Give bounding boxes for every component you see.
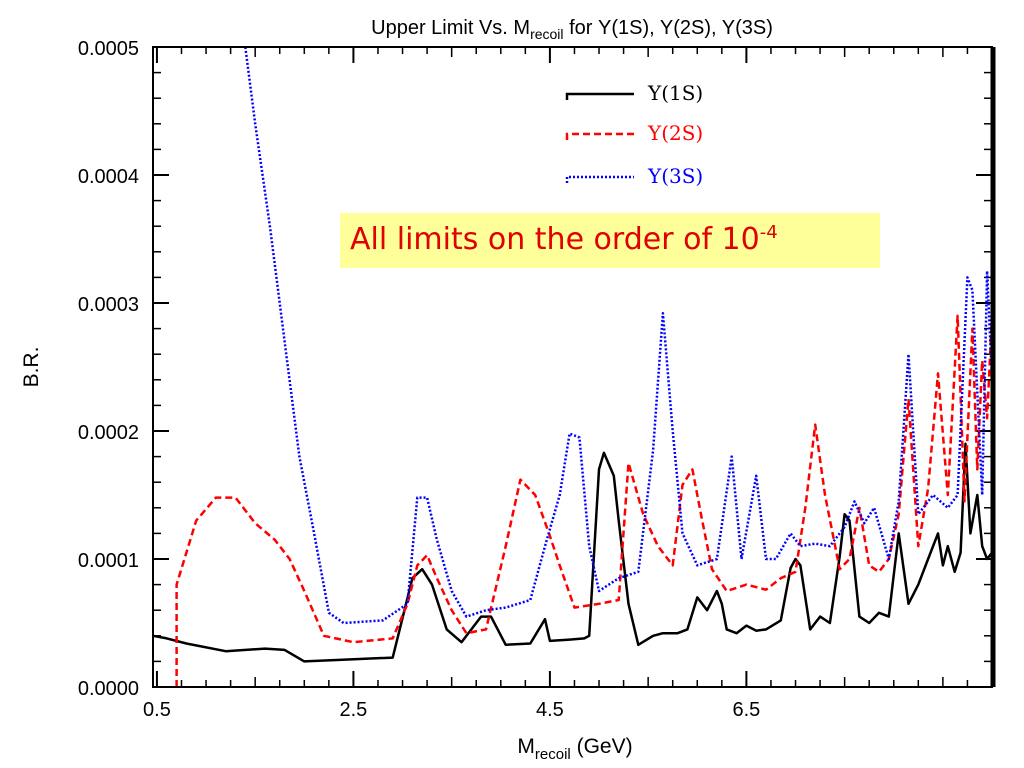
series-lines: [152, 46, 994, 687]
y-tick-label: 0.0002: [78, 422, 139, 444]
legend-label-2s: Υ(2S): [647, 121, 703, 145]
legend-item-3s: Υ(3S): [565, 164, 703, 188]
x-tick-label: 6.5: [732, 699, 760, 721]
x-axis-label-main: M: [517, 735, 535, 758]
series-line-3: [244, 46, 994, 625]
legend: Υ(1S) Υ(2S) Υ(3S): [565, 81, 703, 188]
x-tick-label: 2.5: [340, 699, 368, 721]
legend-swatch-1s: [565, 92, 634, 100]
chart-title: Upper Limit Vs. Mrecoil for Υ(1S), Υ(2S)…: [371, 17, 773, 42]
x-tick-label: 0.5: [143, 699, 171, 721]
legend-label-3s: Υ(3S): [647, 164, 703, 188]
legend-item-2s: Υ(2S): [565, 121, 703, 145]
series-line-1: [152, 442, 993, 663]
annotation-superscript: -4: [759, 222, 778, 243]
y-tick-label: 0.0005: [78, 38, 139, 60]
x-tick-label: 4.5: [536, 699, 564, 721]
annotation-box: [340, 213, 880, 268]
legend-swatch-2s: [565, 132, 634, 140]
legend-swatch-3s: [565, 175, 634, 183]
series-line-2: [175, 314, 994, 687]
x-axis-label-tail: (GeV): [571, 735, 633, 758]
legend-item-1s: Υ(1S): [565, 81, 703, 105]
x-axis-label-sub: recoil: [535, 746, 571, 763]
y-tick-label: 0.0001: [78, 550, 139, 572]
plot-frame: [152, 46, 993, 688]
chart-title-tail: for Υ(1S), Υ(2S), Υ(3S): [564, 17, 773, 39]
legend-label-1s: Υ(1S): [647, 81, 703, 105]
y-axis-label: B.R.: [20, 347, 43, 388]
annotation-text: All limits on the order of 10-4: [350, 222, 778, 257]
y-tick-label: 0.0003: [78, 294, 139, 316]
axis-ticks: 0.0000 0.0001 0.0002 0.0003 0.0004 0.0005 0.5 2…: [78, 38, 992, 721]
y-tick-label: 0.0004: [78, 166, 139, 188]
x-axis-label: Mrecoil (GeV): [517, 735, 632, 763]
annotation-main: All limits on the order of 10: [350, 222, 760, 257]
chart-title-sub: recoil: [530, 26, 563, 42]
chart-title-main: Upper Limit Vs. M: [371, 17, 530, 39]
y-tick-label: 0.0000: [78, 678, 139, 700]
